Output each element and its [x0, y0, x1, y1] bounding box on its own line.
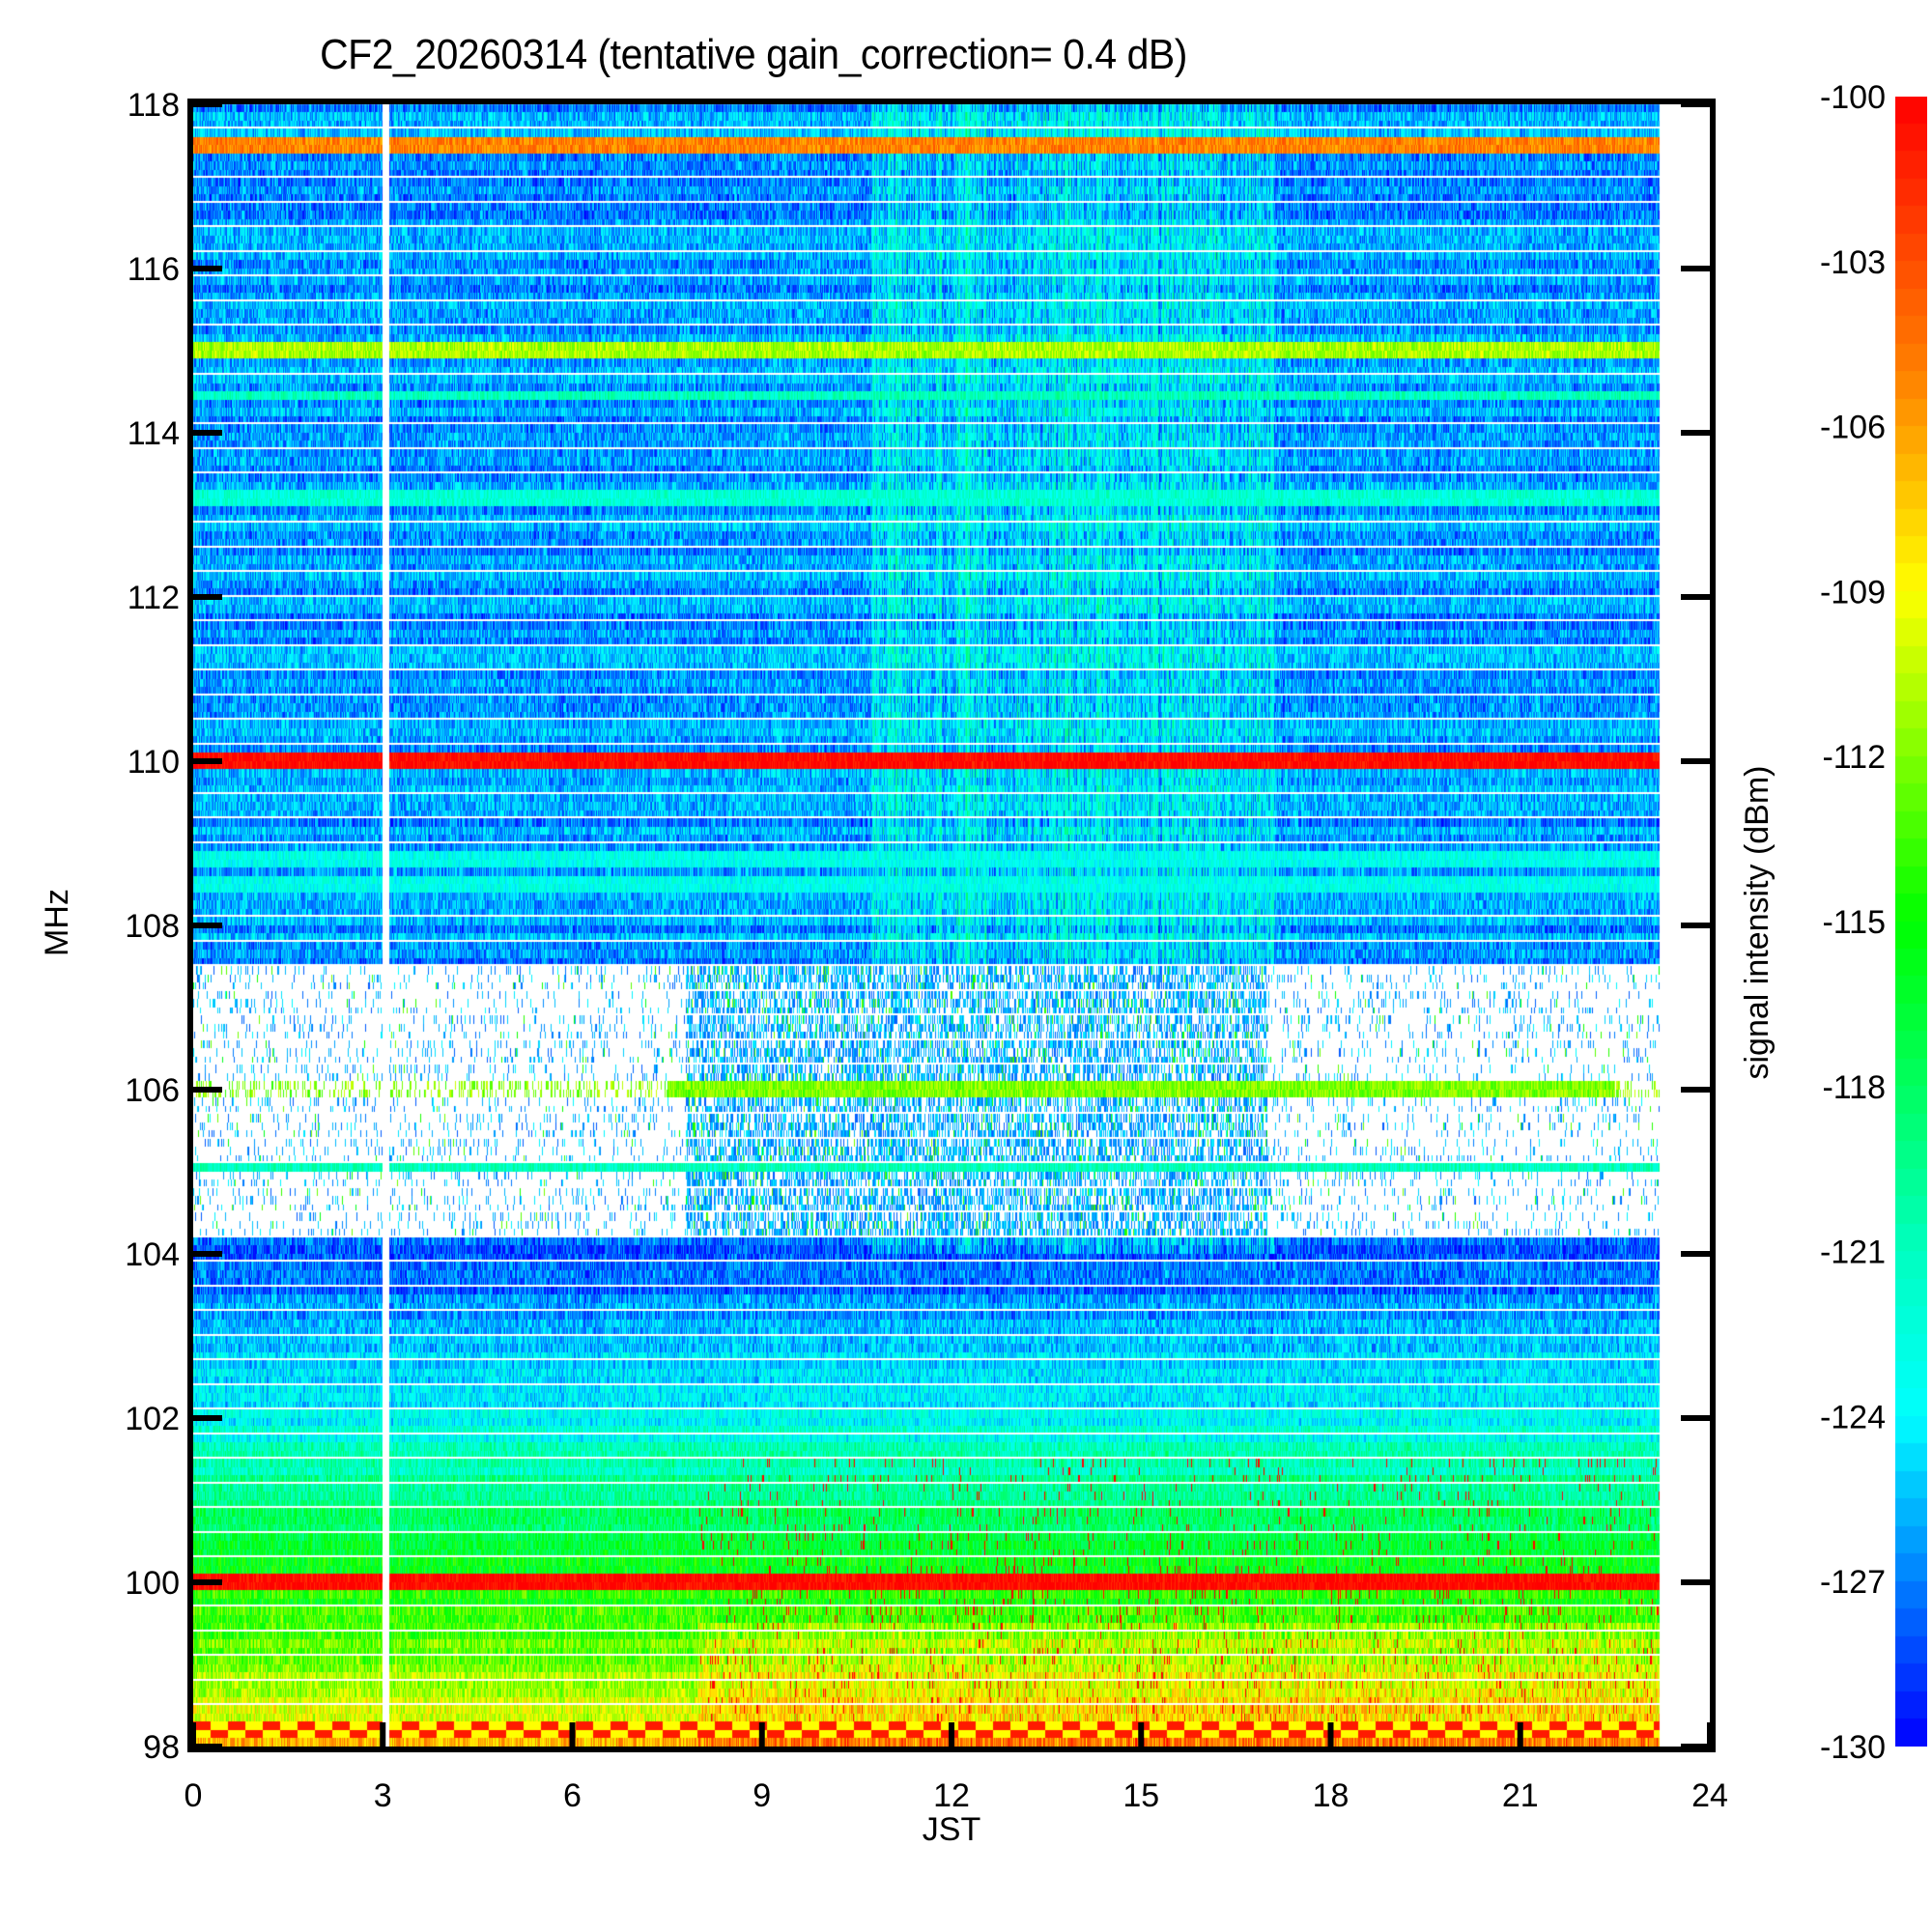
plot-frame — [187, 99, 1716, 1752]
colorbar-tick-label: -103 — [1820, 244, 1886, 281]
y-tick-label: 114 — [128, 415, 180, 452]
x-tick-label: 9 — [753, 1777, 771, 1814]
colorbar-tick-label: -112 — [1822, 739, 1886, 776]
x-axis-label: JST — [923, 1811, 980, 1848]
colorbar-label: signal intensity (dBm) — [1739, 765, 1776, 1079]
x-tick-label: 15 — [1122, 1777, 1159, 1814]
y-tick-label: 118 — [128, 87, 180, 124]
y-tick-label: 100 — [125, 1565, 180, 1602]
colorbar-tick-label: -115 — [1822, 904, 1886, 941]
y-tick-label: 112 — [128, 580, 180, 616]
colorbar-tick-label: -127 — [1820, 1564, 1886, 1601]
y-tick-label: 108 — [125, 908, 180, 945]
colorbar-tick-label: -106 — [1820, 410, 1886, 446]
x-tick-label: 3 — [374, 1777, 392, 1814]
colorbar-ticks: -100 -103 -106 -109 -112 -115 -118 -121 -124 -127… — [1820, 79, 1886, 1766]
colorbar-tick-label: -109 — [1820, 574, 1886, 611]
colorbar-tick-label: -100 — [1820, 79, 1886, 116]
colorbar-gradient — [1895, 97, 1927, 1747]
y-tick-label: 106 — [125, 1072, 180, 1109]
y-tick-label: 116 — [128, 251, 180, 288]
y-tick-label: 98 — [143, 1729, 180, 1766]
x-tick-label: 6 — [563, 1777, 582, 1814]
y-tick-label: 104 — [125, 1236, 180, 1273]
colorbar-tick-label: -121 — [1820, 1235, 1886, 1271]
y-tick-label: 102 — [125, 1401, 180, 1437]
y-tick-label: 110 — [128, 744, 180, 781]
x-axis-ticks: 0 3 6 9 12 15 18 21 24 — [185, 1722, 1728, 1814]
x-tick-label: 24 — [1691, 1777, 1728, 1814]
chart-title: CF2_20260314 (tentative gain_correction=… — [320, 31, 1187, 78]
colorbar-tick-label: -124 — [1820, 1399, 1886, 1435]
x-tick-label: 12 — [933, 1777, 970, 1814]
colorbar-tick-label: -118 — [1822, 1069, 1886, 1106]
spectrogram-heatmap — [193, 97, 1710, 1747]
plot-border — [187, 99, 1716, 1752]
y-axis-label: MHz — [39, 889, 75, 956]
y-axis-ticks: 98 100 102 104 106 108 110 112 114 116 118 — [125, 87, 1710, 1766]
colorbar-tick-label: -130 — [1820, 1729, 1886, 1766]
x-tick-label: 21 — [1502, 1777, 1539, 1814]
x-tick-label: 0 — [185, 1777, 203, 1814]
x-tick-label: 18 — [1313, 1777, 1350, 1814]
